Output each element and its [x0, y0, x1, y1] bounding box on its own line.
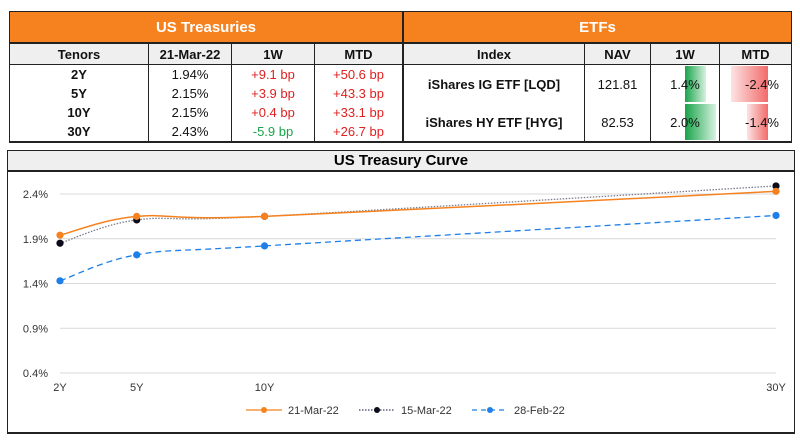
data-point — [772, 182, 780, 190]
treasuries-table: Tenors 21-Mar-22 1W MTD 2Y 1.94% +9.1 bp +5… — [9, 43, 403, 143]
change-mtd-cell: +50.6 bp — [314, 64, 403, 84]
series-line-21-mar-22 — [59, 190, 777, 236]
y-tick-label: 1.9% — [23, 234, 48, 246]
index-name-cell: iShares HY ETF [HYG] — [403, 103, 585, 143]
table-row: 10Y 2.15% +0.4 bp +33.1 bp — [9, 103, 403, 122]
data-point — [260, 242, 269, 250]
yield-cell: 2.43% — [148, 122, 232, 143]
positive-data-bar — [685, 104, 716, 140]
tenor-cell: 5Y — [9, 84, 149, 103]
y-tick-label: 0.9% — [23, 323, 48, 335]
table-row: 5Y 2.15% +3.9 bp +43.3 bp — [9, 84, 403, 103]
tenor-cell: 10Y — [9, 103, 149, 122]
col-date: 21-Mar-22 — [148, 43, 232, 65]
etf-1w-value: 2.0% — [670, 114, 700, 130]
change-mtd-cell: +33.1 bp — [314, 103, 403, 122]
change-1w-cell: +9.1 bp — [231, 64, 315, 84]
etf-1w-cell: 2.0% — [650, 103, 720, 143]
col-etf-mtd: MTD — [719, 43, 792, 65]
legend-marker — [374, 407, 380, 413]
yield-cell: 2.15% — [148, 84, 232, 103]
col-1w: 1W — [231, 43, 315, 65]
col-tenors: Tenors — [9, 43, 149, 65]
index-name-cell: iShares IG ETF [LQD] — [403, 64, 585, 103]
x-tick-label: 10Y — [255, 382, 275, 394]
etfs-table: Index NAV 1W MTD iShares IG ETF [LQD] 121… — [403, 43, 792, 143]
yield-cell: 1.94% — [148, 64, 232, 84]
tenor-cell: 2Y — [9, 64, 149, 84]
data-point — [133, 251, 141, 259]
data-point — [133, 212, 141, 220]
etf-1w-cell: 1.4% — [650, 64, 720, 103]
etf-mtd-cell: -2.4% — [719, 64, 792, 103]
legend-label: 15-Mar-22 — [401, 405, 452, 417]
etfs-header: ETFs — [403, 11, 792, 43]
change-mtd-cell: +26.7 bp — [314, 122, 403, 143]
y-tick-label: 2.4% — [23, 189, 48, 201]
change-1w-cell: -5.9 bp — [231, 122, 315, 143]
table-row: 30Y 2.43% -5.9 bp +26.7 bp — [9, 122, 403, 143]
col-etf-1w: 1W — [650, 43, 720, 65]
change-mtd-cell: +43.3 bp — [314, 84, 403, 103]
etf-mtd-value: -1.4% — [745, 114, 779, 130]
etf-mtd-value: -2.4% — [745, 76, 779, 92]
col-nav: NAV — [584, 43, 651, 65]
legend-marker — [261, 407, 267, 413]
x-tick-label: 30Y — [766, 382, 786, 394]
legend-label: 21-Mar-22 — [288, 405, 339, 417]
series-line-28-feb-22 — [59, 214, 777, 282]
legend-label: 28-Feb-22 — [514, 405, 565, 417]
treasuries-header: US Treasuries — [9, 11, 403, 43]
data-point — [56, 231, 64, 239]
chart-area: 0.4% 0.9% 1.4% 1.9% 2.4% 2Y 5Y 10Y 30Y 21-Mar-22 1… — [7, 172, 795, 434]
x-tick-label: 2Y — [53, 382, 67, 394]
treasury-curve-chart: 0.4% 0.9% 1.4% 1.9% 2.4% 2Y 5Y 10Y 30Y 21-Mar-22 1… — [23, 182, 786, 417]
series-line-15-mar-22 — [59, 185, 777, 244]
etf-1w-value: 1.4% — [670, 76, 700, 92]
col-index: Index — [403, 43, 585, 65]
data-point — [772, 211, 780, 220]
change-1w-cell: +0.4 bp — [231, 103, 315, 122]
negative-data-bar — [731, 66, 769, 102]
nav-cell: 121.81 — [584, 64, 651, 103]
positive-data-bar — [685, 66, 707, 102]
y-tick-label: 0.4% — [23, 368, 48, 380]
legend-marker — [487, 407, 493, 413]
table-row: iShares IG ETF [LQD] 121.81 1.4% -2.4% — [403, 64, 792, 103]
tenor-cell: 30Y — [9, 122, 149, 143]
table-row: iShares HY ETF [HYG] 82.53 2.0% -1.4% — [403, 103, 792, 143]
table-row: 2Y 1.94% +9.1 bp +50.6 bp — [9, 64, 403, 84]
y-tick-label: 1.4% — [23, 279, 48, 291]
col-mtd: MTD — [314, 43, 403, 65]
nav-cell: 82.53 — [584, 103, 651, 143]
data-point — [56, 239, 64, 247]
negative-data-bar — [746, 104, 769, 140]
chart-title: US Treasury Curve — [7, 150, 795, 172]
yield-cell: 2.15% — [148, 103, 232, 122]
change-1w-cell: +3.9 bp — [231, 84, 315, 103]
etf-mtd-cell: -1.4% — [719, 103, 792, 143]
data-point — [260, 212, 269, 220]
x-tick-label: 5Y — [130, 382, 144, 394]
data-point — [56, 277, 64, 285]
data-point — [772, 187, 780, 195]
